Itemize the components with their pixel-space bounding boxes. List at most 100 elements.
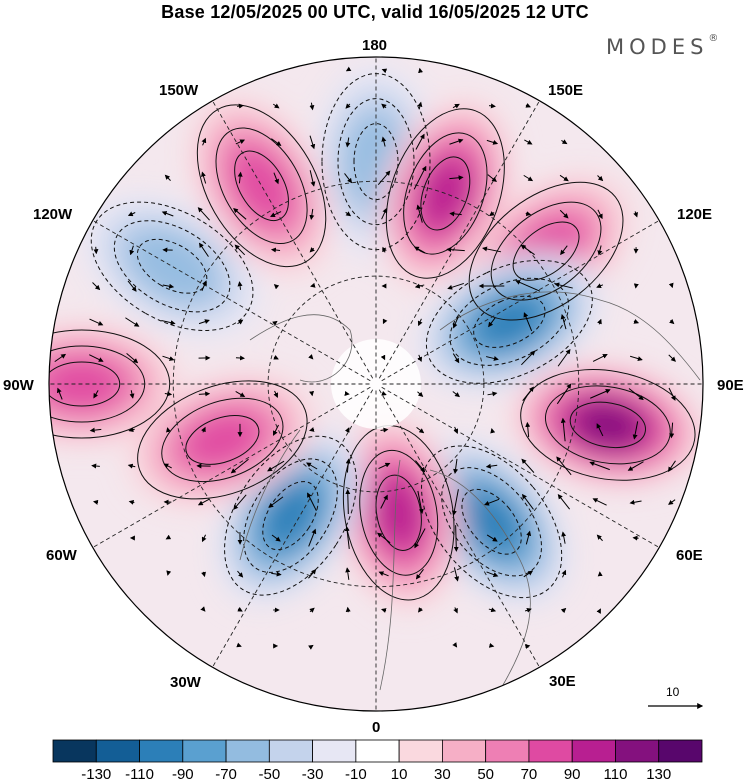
wind-vector: [453, 458, 459, 475]
wind-vector: [309, 607, 315, 613]
wind-vector: [233, 208, 247, 220]
wind-vector: [632, 421, 639, 440]
longitude-label-60w: 60W: [46, 547, 77, 564]
longitude-label-120w: 120W: [33, 206, 73, 223]
meridian-line: [212, 100, 374, 379]
wind-vector: [200, 606, 206, 612]
wind-vector: [344, 173, 353, 184]
wind-vector: [488, 642, 495, 648]
map-title: Base 12/05/2025 00 UTC, valid 16/05/2025…: [161, 2, 589, 22]
wind-vector: [233, 494, 247, 510]
wind-vector: [381, 608, 387, 613]
longitude-label-90w: 90W: [3, 377, 34, 394]
wind-vector: [309, 247, 315, 253]
wind-vector: [129, 390, 135, 399]
wind-vector: [560, 417, 566, 442]
wind-vector: [93, 246, 99, 255]
wind-vector: [345, 606, 351, 613]
wind-vector: [345, 458, 351, 473]
wind-vector: [413, 246, 426, 254]
colorbar-tick-label: 90: [563, 766, 581, 783]
wind-vector: [486, 571, 499, 577]
wind-vector: [667, 460, 676, 473]
wind-vector: [270, 247, 281, 253]
colorbar-tick-label: 70: [520, 766, 538, 783]
wind-vector: [308, 568, 317, 579]
wind-vector: [521, 458, 535, 473]
coastline-path: [239, 291, 701, 691]
wind-vector: [525, 421, 531, 438]
wind-vector: [126, 353, 139, 364]
colorbar-tick-label: 110: [603, 766, 628, 783]
wind-vector: [271, 138, 282, 146]
wind-vector: [236, 642, 242, 648]
wind-vector: [378, 462, 391, 470]
meridian-line: [378, 100, 540, 379]
wind-vector: [271, 571, 282, 577]
wind-vector: [201, 137, 207, 146]
wind-vector: [486, 139, 499, 145]
wind-vector: [596, 283, 604, 288]
wind-vector: [161, 320, 176, 326]
wind-vector: [453, 525, 459, 552]
wind-vector: [166, 427, 171, 433]
wind-vector: [525, 530, 532, 545]
wind-vector: [485, 463, 498, 469]
wind-vector: [377, 532, 391, 544]
wind-vector: [129, 245, 135, 256]
wind-vector: [596, 423, 604, 437]
wind-vector: [125, 317, 140, 327]
wind-vector: [523, 174, 534, 182]
longitude-label-60e: 60E: [676, 547, 703, 564]
wind-vector: [590, 389, 611, 399]
wind-vector: [308, 644, 314, 650]
wind-vector: [525, 103, 531, 108]
wind-vector: [378, 571, 389, 577]
longitude-label-150w: 150W: [159, 82, 199, 99]
wind-vector: [524, 607, 532, 613]
wind-vector: [417, 391, 424, 397]
wind-vector: [668, 318, 675, 325]
wind-vector: [596, 534, 603, 542]
wind-vector: [597, 245, 603, 256]
wind-vector: [197, 498, 210, 506]
wind-vector: [273, 390, 278, 398]
wind-vector: [554, 282, 573, 289]
wind-vector: [345, 66, 352, 72]
wind-vector: [417, 354, 423, 363]
wind-vector: [309, 135, 316, 150]
wind-vector: [237, 103, 244, 109]
wind-vector: [201, 534, 207, 543]
wind-vector: [270, 211, 282, 217]
wind-vector: [198, 319, 210, 325]
wind-vector: [273, 103, 280, 109]
wind-vector: [161, 211, 174, 217]
colorbar-tick-label: 130: [646, 766, 672, 783]
colorbar-tick-label: -90: [171, 766, 194, 783]
wind-vector: [164, 391, 173, 397]
wind-vector: [628, 388, 644, 401]
wind-vector: [561, 139, 568, 145]
wind-vector: [489, 211, 495, 217]
wind-vector: [668, 282, 674, 289]
wind-vector: [669, 422, 675, 439]
wind-vector: [345, 567, 351, 580]
anomaly-cell: [335, 414, 463, 611]
wind-vector: [416, 426, 425, 434]
wind-vector: [557, 493, 571, 510]
meridian-line: [378, 389, 540, 668]
wind-vector: [377, 170, 391, 186]
meridian-line: [381, 386, 660, 548]
wind-vector: [418, 607, 424, 613]
wind-vector: [521, 493, 534, 510]
wind-vector: [417, 490, 424, 514]
wind-vector: [629, 355, 643, 362]
wind-vector: [128, 499, 135, 505]
wind-vector: [488, 317, 496, 328]
wind-vector: [381, 103, 387, 109]
wind-vector: [201, 280, 207, 292]
wind-vector: [273, 284, 280, 290]
wind-vector: [89, 427, 102, 433]
anomaly-cell: [412, 436, 572, 608]
wind-vector: [489, 103, 496, 109]
